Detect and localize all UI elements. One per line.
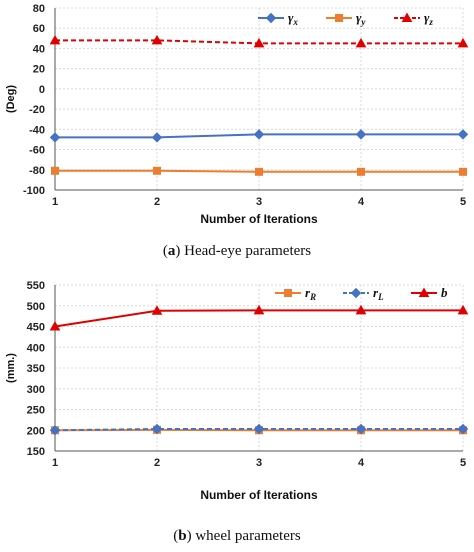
figure-caption: (b) wheel parameters bbox=[173, 528, 301, 544]
y-axis-title: (mm.) bbox=[5, 353, 17, 383]
legend-marker bbox=[335, 14, 343, 22]
legend-marker bbox=[350, 287, 362, 299]
data-point bbox=[49, 425, 61, 436]
series-γy bbox=[51, 166, 467, 176]
y-tick-label: 0 bbox=[39, 84, 45, 96]
y-tick-label: -80 bbox=[29, 165, 45, 177]
y-tick-label: -40 bbox=[29, 124, 45, 136]
data-point bbox=[357, 167, 365, 176]
x-axis-title: Number of Iterations bbox=[200, 488, 318, 502]
data-point bbox=[253, 304, 265, 315]
y-tick-label: 200 bbox=[27, 425, 45, 437]
x-tick-label: 4 bbox=[358, 457, 365, 469]
data-point bbox=[459, 167, 467, 176]
legend-marker bbox=[284, 289, 292, 297]
legend-marker bbox=[401, 12, 413, 22]
y-tick-label: 550 bbox=[27, 280, 45, 292]
data-point bbox=[49, 132, 61, 143]
chart-b: 550 500 450 400 350 300 250 200 150 1 2 3 4 5 Number o… bbox=[5, 280, 469, 544]
y-tick-label: 500 bbox=[27, 301, 45, 313]
legend-marker bbox=[418, 287, 430, 297]
data-point bbox=[355, 304, 367, 315]
data-point bbox=[49, 34, 61, 45]
data-point bbox=[457, 304, 469, 315]
data-point bbox=[253, 37, 265, 48]
y-tick-label: 40 bbox=[33, 43, 45, 55]
data-point bbox=[253, 129, 265, 140]
legend: γx γy γz bbox=[258, 10, 433, 27]
data-point bbox=[457, 37, 469, 48]
legend-label: γx bbox=[288, 10, 298, 27]
series-γx bbox=[49, 129, 469, 143]
y-tick-label: 60 bbox=[33, 23, 45, 35]
y-axis-title: (Deg) bbox=[5, 85, 17, 113]
legend-label: rR bbox=[305, 285, 316, 302]
legend-label: γz bbox=[424, 10, 433, 27]
series-b bbox=[49, 304, 469, 331]
y-tick-label: 350 bbox=[27, 363, 45, 375]
data-point bbox=[355, 129, 367, 140]
chart-a: 80 60 40 20 0 -20 -40 -60 -80 -100 1 2 3 4 5 Number of … bbox=[5, 3, 469, 259]
x-tick-label: 1 bbox=[52, 457, 58, 469]
x-tick-label: 1 bbox=[52, 196, 58, 208]
data-point bbox=[253, 423, 265, 435]
data-point bbox=[51, 166, 59, 175]
data-point bbox=[457, 423, 469, 435]
x-tick-label: 3 bbox=[256, 457, 262, 469]
y-tick-label: 450 bbox=[27, 322, 45, 334]
legend-label: b bbox=[441, 285, 448, 300]
series-rL bbox=[49, 423, 469, 436]
data-point bbox=[151, 423, 163, 435]
x-tick-label: 2 bbox=[154, 196, 160, 208]
data-point bbox=[153, 166, 161, 175]
x-tick-label: 5 bbox=[460, 196, 466, 208]
x-tick-label: 4 bbox=[358, 196, 365, 208]
y-tick-label: 20 bbox=[33, 64, 45, 76]
legend-label: γy bbox=[356, 10, 366, 27]
data-point bbox=[151, 34, 163, 45]
y-tick-label: 80 bbox=[33, 3, 45, 15]
x-tick-label: 5 bbox=[460, 457, 466, 469]
data-point bbox=[457, 129, 469, 140]
figure-caption: (a) Head-eye parameters bbox=[163, 243, 311, 259]
data-point bbox=[255, 167, 263, 176]
legend: rR rL b bbox=[275, 285, 448, 302]
data-point bbox=[151, 132, 163, 143]
x-axis-title: Number of Iterations bbox=[200, 212, 318, 226]
legend-label: rL bbox=[373, 285, 384, 302]
data-point bbox=[355, 423, 367, 435]
legend-marker bbox=[265, 12, 277, 24]
y-tick-label: 300 bbox=[27, 384, 45, 396]
y-tick-label: -60 bbox=[29, 145, 45, 157]
y-tick-label: 150 bbox=[27, 446, 45, 458]
data-point bbox=[355, 37, 367, 48]
y-tick-label: 400 bbox=[27, 342, 45, 354]
y-tick-label: -100 bbox=[23, 185, 45, 197]
x-tick-label: 2 bbox=[154, 457, 160, 469]
x-tick-label: 3 bbox=[256, 196, 262, 208]
data-point bbox=[151, 305, 163, 315]
y-tick-label: 250 bbox=[27, 405, 45, 417]
series-γz bbox=[49, 34, 469, 48]
data-point bbox=[49, 320, 61, 331]
y-tick-label: -20 bbox=[29, 104, 45, 116]
